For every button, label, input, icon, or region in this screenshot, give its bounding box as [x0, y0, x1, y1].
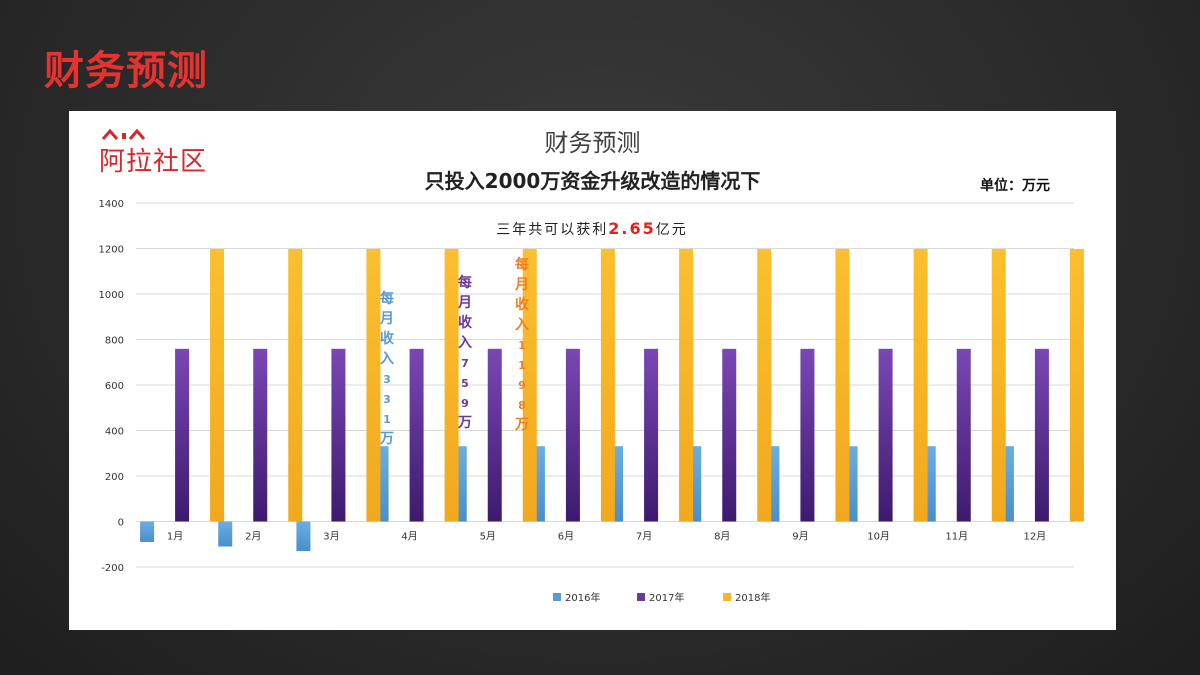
bar-chart: -200 0 200 400 600 800 1000 1200 1400 1月 2月 3月 4月 5月 6…: [99, 199, 1084, 604]
bar-3-2: [288, 248, 303, 522]
bar-3-12: [1069, 248, 1084, 522]
x-tick-label: 3月: [323, 531, 339, 543]
bar-2-3: [331, 348, 346, 522]
legend-label-3: 2018年: [735, 591, 770, 604]
x-tick-label: 5月: [480, 531, 496, 543]
bar-3-1: [210, 248, 225, 522]
x-tick-label: 9月: [792, 531, 808, 543]
chart-title: 财务预测: [544, 129, 641, 157]
bar-2-5: [487, 348, 502, 522]
bar-1-1: [140, 521, 155, 542]
x-tick-label: 7月: [636, 531, 652, 543]
annotation-2017年: 每月收入 7 5 9 万: [457, 274, 473, 431]
x-tick-label: 1月: [167, 531, 183, 543]
bar-3-8: [757, 248, 772, 522]
unit-label: 单位：万元: [980, 178, 1050, 194]
y-tick-label: 1000: [99, 290, 124, 301]
legend-swatch-2: [637, 593, 645, 601]
bar-3-7: [679, 248, 694, 522]
bar-2-10: [878, 348, 893, 522]
legend-swatch-3: [723, 593, 731, 601]
annotation-2016年: 每月收入 3 3 1 万: [379, 290, 395, 447]
profit-note-suffix: 亿元: [656, 222, 688, 238]
x-tick-label: 4月: [401, 531, 417, 543]
legend-label-1: 2016年: [565, 591, 600, 604]
legend-label-2: 2017年: [649, 591, 684, 604]
bar-2-7: [644, 348, 659, 522]
y-tick-label: 800: [105, 336, 124, 347]
bar-2-8: [722, 348, 737, 522]
bar-2-2: [253, 348, 268, 522]
x-tick-label: 10月: [867, 531, 890, 543]
y-tick-label: 1200: [99, 245, 124, 256]
chart-subtitle: 只投入2000万资金升级改造的情况下: [424, 169, 761, 193]
bar-3-10: [913, 248, 928, 522]
y-tick-label: -200: [101, 563, 124, 574]
bar-3-9: [835, 248, 850, 522]
y-tick-label: 0: [118, 518, 124, 529]
legend-swatch-1: [553, 593, 561, 601]
logo-mark-icon: [101, 129, 146, 140]
bar-3-6: [600, 248, 615, 522]
bar-3-3: [366, 248, 381, 522]
slide-title: 财务预测: [44, 48, 208, 94]
bar-2-12: [1034, 348, 1049, 522]
bar-2-1: [175, 348, 190, 522]
annotation-2018年: 每月收入 1 1 9 8 万: [514, 256, 530, 433]
bar-2-9: [800, 348, 815, 522]
chart-panel: 阿拉社区 财务预测 只投入2000万资金升级改造的情况下 单位：万元 -200 0…: [69, 111, 1116, 630]
logo: 阿拉社区: [99, 129, 219, 179]
bar-3-11: [991, 248, 1006, 522]
x-tick-label: 12月: [1024, 531, 1047, 543]
y-tick-label: 200: [105, 472, 124, 483]
bar-2-6: [565, 348, 580, 522]
bar-2-4: [409, 348, 424, 522]
y-tick-label: 600: [105, 381, 124, 392]
profit-note-value: 2.65: [608, 219, 655, 238]
bar-1-2: [218, 521, 233, 547]
x-tick-label: 2月: [245, 531, 261, 543]
bar-3-4: [444, 248, 459, 522]
bar-1-3: [296, 521, 311, 552]
profit-note: 三年共可以获利2.65亿元: [496, 219, 687, 238]
bar-2-11: [956, 348, 971, 522]
x-tick-label: 8月: [714, 531, 730, 543]
profit-note-prefix: 三年共可以获利: [496, 222, 608, 238]
logo-text: 阿拉社区: [99, 147, 208, 177]
y-tick-label: 400: [105, 427, 124, 438]
bar-3-5: [522, 248, 537, 522]
y-tick-label: 1400: [99, 199, 124, 210]
x-tick-label: 11月: [945, 531, 968, 543]
x-tick-label: 6月: [558, 531, 574, 543]
